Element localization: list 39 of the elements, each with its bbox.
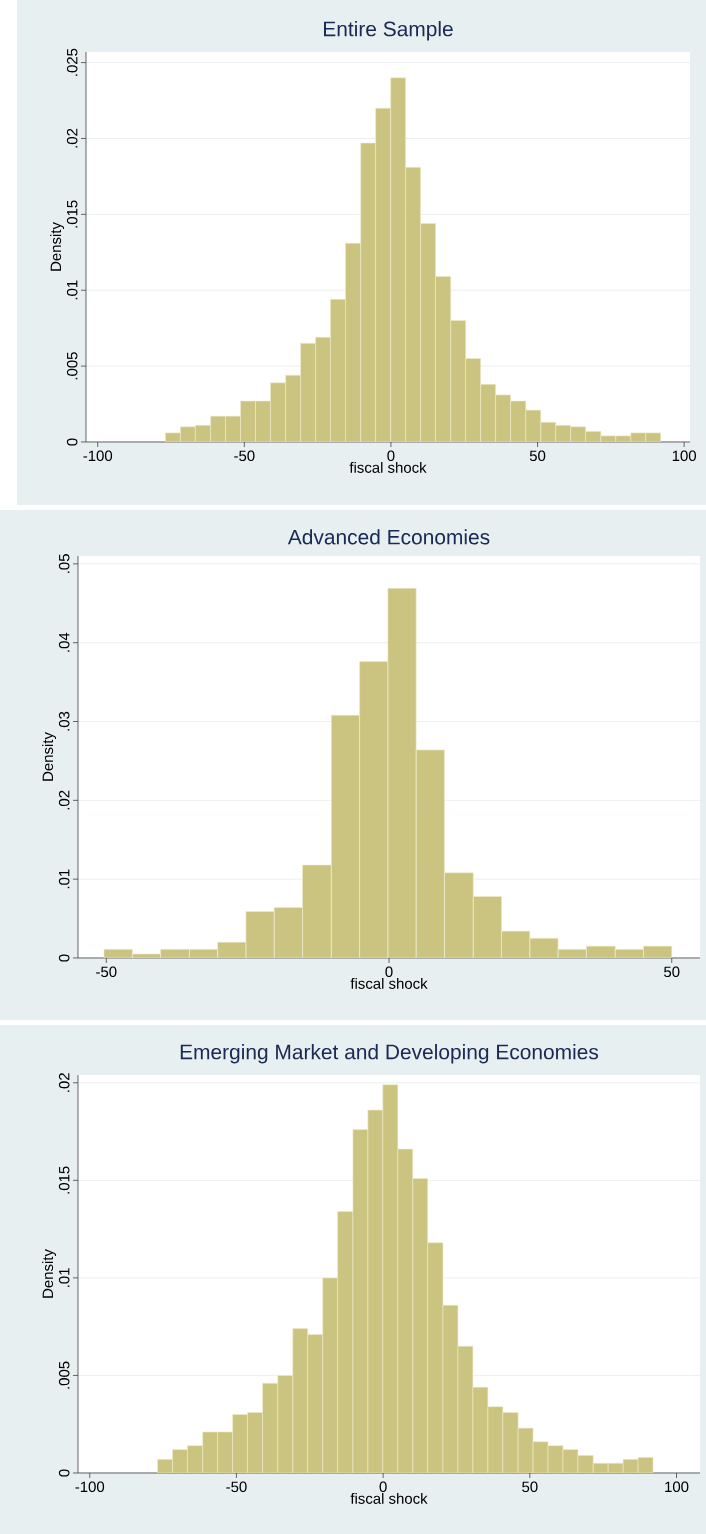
y-axis-title: Density — [50, 222, 65, 271]
x-tick-label: 0 — [385, 966, 393, 978]
x-tick-label: 100 — [665, 1481, 689, 1493]
x-axis-title: fiscal shock — [350, 977, 428, 989]
y-tick-label: .025 — [66, 48, 78, 76]
chart-title: Advanced Economies — [287, 529, 490, 545]
y-tick-label: .02 — [66, 128, 78, 148]
x-axis-title: fiscal shock — [350, 1492, 428, 1504]
y-tick-label: .03 — [58, 711, 70, 731]
x-tick-label: 50 — [529, 450, 546, 462]
y-tick-label: .01 — [58, 1268, 70, 1287]
y-tick-label: .01 — [66, 280, 78, 300]
y-tick-label: 0 — [58, 1469, 70, 1477]
y-tick-label: .015 — [58, 1166, 70, 1194]
x-tick-label: -100 — [83, 450, 113, 462]
y-axis-title: Density — [42, 732, 57, 781]
y-tick-label: .04 — [58, 632, 70, 652]
x-tick-label: 0 — [379, 1481, 387, 1493]
x-tick-label: -50 — [226, 1481, 247, 1493]
x-tick-label: 50 — [664, 966, 680, 978]
x-tick-label: 0 — [387, 450, 395, 462]
y-tick-label: .02 — [58, 790, 70, 810]
x-axis-title: fiscal shock — [349, 461, 427, 473]
y-tick-label: .005 — [66, 352, 78, 380]
y-tick-label: .05 — [58, 554, 70, 573]
y-tick-label: .015 — [66, 200, 78, 228]
chart-title: Emerging Market and Developing Economies — [180, 1043, 599, 1064]
x-tick-label: -50 — [234, 450, 255, 462]
y-axis-title: Density — [42, 1249, 57, 1298]
y-tick-label: .02 — [58, 1073, 70, 1092]
y-tick-label: 0 — [58, 954, 70, 962]
x-tick-label: -50 — [96, 966, 117, 978]
x-tick-label: 100 — [672, 450, 697, 462]
y-tick-label: .01 — [58, 869, 70, 889]
x-tick-label: 50 — [522, 1481, 538, 1493]
x-tick-label: -100 — [75, 1481, 105, 1493]
y-tick-label: .005 — [58, 1361, 70, 1389]
y-tick-label: 0 — [66, 438, 78, 446]
chart-title: Entire Sample — [324, 20, 453, 41]
